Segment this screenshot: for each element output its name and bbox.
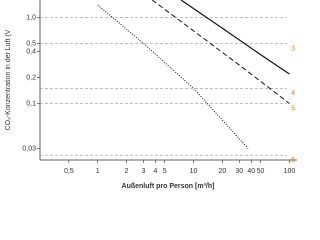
y-tick-label: 0,2 xyxy=(26,74,36,81)
reference-label: 6 xyxy=(291,157,295,164)
x-tick-label: 40 xyxy=(247,168,255,175)
chart: CO₂-Konzentration in der Luft (V Außenlu… xyxy=(5,0,297,190)
y-tick-label: 1,0 xyxy=(26,14,36,21)
y-tick-label: 0,03 xyxy=(22,145,36,152)
x-tick-label: 20 xyxy=(219,168,227,175)
series-line xyxy=(180,0,290,75)
x-tick-label: 50 xyxy=(257,168,265,175)
x-tick-label: 30 xyxy=(235,168,243,175)
reference-label: 5 xyxy=(291,105,295,112)
y-tick-label: 0,4 xyxy=(26,49,36,56)
y-tick-label: 0,5 xyxy=(26,40,36,47)
y-tick-label: 0,1 xyxy=(26,100,36,107)
series-line xyxy=(151,0,290,104)
x-tick-label: 5 xyxy=(163,168,167,175)
x-tick-label: 100 xyxy=(284,168,296,175)
y-axis-label: CO₂-Konzentration in der Luft (V xyxy=(5,29,12,130)
x-tick-label: 3 xyxy=(141,168,145,175)
x-tick-label: 2 xyxy=(125,168,129,175)
x-tick-label: 10 xyxy=(190,168,198,175)
x-axis-label: Außenluft pro Person [m³/h] xyxy=(122,183,215,190)
series-line xyxy=(97,4,249,149)
reference-label: 3 xyxy=(291,45,295,52)
reference-label: 4 xyxy=(291,90,295,97)
x-tick-label: 1 xyxy=(96,168,100,175)
x-tick-label: 4 xyxy=(153,168,157,175)
x-tick-label: 0,5 xyxy=(64,168,74,175)
